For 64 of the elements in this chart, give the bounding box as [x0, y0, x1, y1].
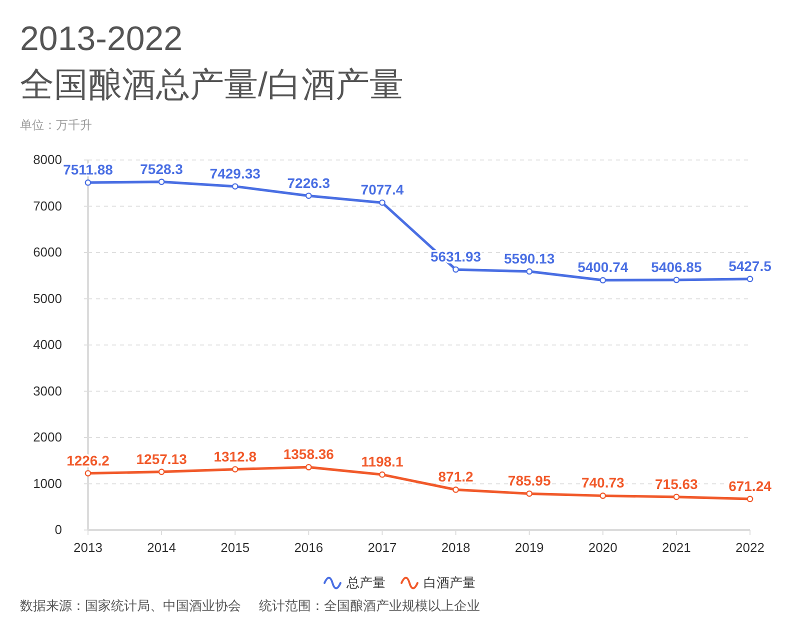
- x-tick-label: 2019: [514, 540, 544, 555]
- x-tick-label: 2014: [147, 540, 176, 555]
- data-label: 7429.33: [210, 165, 261, 182]
- x-tick-label: 2018: [441, 540, 470, 555]
- y-axis-title: 单位：万千升: [20, 118, 92, 132]
- data-label: 1312.8: [214, 448, 257, 464]
- data-label: 5590.13: [504, 250, 555, 266]
- x-tick-label: 2013: [74, 540, 102, 555]
- data-label: 1226.2: [66, 452, 110, 468]
- x-tick-label: 2017: [368, 540, 397, 555]
- y-tick-label: 1000: [33, 476, 62, 491]
- y-tick-label: 0: [54, 522, 62, 537]
- data-label: 7077.4: [360, 182, 404, 198]
- y-tick-label: 7000: [33, 198, 62, 214]
- x-tick-label: 2016: [294, 540, 324, 555]
- data-label: 7226.3: [287, 174, 330, 191]
- data-label: 5427.5: [728, 258, 772, 274]
- data-label: 785.95: [508, 472, 551, 489]
- point: [673, 276, 680, 284]
- point: [232, 183, 238, 190]
- y-tick-label: 3000: [33, 383, 62, 398]
- data-label: 715.63: [655, 476, 698, 492]
- point: [305, 192, 312, 199]
- legend-label: 总产量: [346, 575, 386, 590]
- y-tick-label: 2000: [33, 430, 62, 444]
- x-tick-label: 2021: [662, 540, 691, 555]
- data-label: 871.2: [438, 468, 474, 485]
- point: [232, 466, 238, 472]
- point: [673, 494, 680, 500]
- point: [600, 277, 606, 284]
- legend-label: 白酒产量: [424, 575, 476, 590]
- title: 2013-2022 全国酿酒总产量/白酒产量: [20, 20, 404, 104]
- data-label: 5406.85: [651, 258, 702, 275]
- y-tick-label: 4000: [33, 337, 62, 352]
- point: [305, 464, 312, 470]
- point: [526, 490, 533, 497]
- data-label: 1198.1: [361, 454, 404, 470]
- point: [746, 276, 754, 282]
- point: [746, 496, 754, 502]
- data-label: 740.73: [581, 474, 625, 491]
- point: [600, 492, 606, 499]
- x-tick-label: 2022: [736, 540, 764, 555]
- x-tick-label: 2020: [588, 540, 618, 555]
- y-tick-label: 6000: [33, 244, 62, 260]
- point: [452, 266, 459, 273]
- y-tick-label: 5000: [33, 290, 62, 306]
- point: [526, 268, 533, 275]
- data-label: 1358.36: [283, 446, 334, 462]
- point: [452, 486, 459, 493]
- point: [379, 471, 386, 478]
- point: [379, 199, 386, 206]
- point: [158, 178, 165, 186]
- point: [84, 179, 92, 186]
- data-label: 671.24: [728, 478, 772, 494]
- data-label: 5400.74: [578, 259, 628, 276]
- text: 统计范围：全国酿酒产业规模以上企业: [259, 598, 480, 613]
- point: [84, 470, 92, 476]
- source-note: 数据来源：国家统计局、中国酒业协会: [20, 598, 241, 613]
- point: [158, 468, 165, 476]
- data-label: 7511.88: [63, 162, 114, 178]
- data-label: 1257.13: [136, 450, 188, 467]
- y-tick-label: 8000: [33, 152, 62, 167]
- data-label: 7528.3: [140, 160, 184, 177]
- x-tick-label: 2015: [220, 540, 250, 555]
